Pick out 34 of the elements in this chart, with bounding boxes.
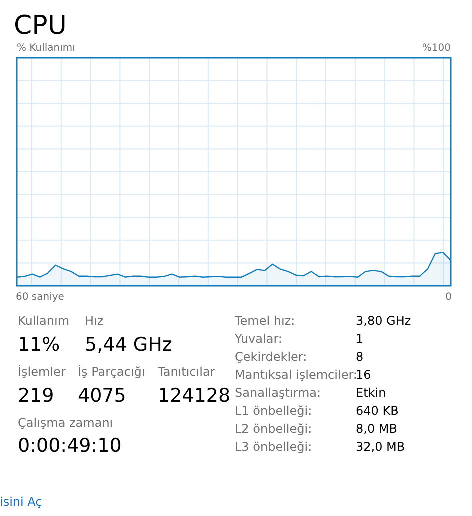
text: L1 önbelleği: — [235, 404, 312, 418]
text: L3 önbelleği: — [235, 440, 312, 454]
text: % Kullanımı — [17, 43, 76, 54]
text: 1 — [356, 332, 364, 346]
chart-title: CPU — [14, 11, 67, 41]
text: Kullanım — [18, 314, 70, 328]
text: 11% — [18, 334, 60, 356]
text: 16 — [356, 368, 372, 382]
text: Temel hız: — [234, 314, 296, 328]
text: Tanıtıcılar — [157, 365, 216, 379]
text: 3,80 GHz — [356, 314, 412, 328]
text: Çekirdekler: — [235, 350, 308, 364]
text: Yuvalar: — [234, 332, 282, 346]
text: Mantıksal işlemciler: — [235, 368, 358, 382]
text: 60 saniye — [16, 292, 64, 303]
text: L2 önbelleği: — [235, 422, 312, 436]
text: 32,0 MB — [356, 440, 406, 454]
text: 124128 — [158, 385, 231, 407]
text: Hız — [85, 314, 104, 328]
text: isini Aç — [0, 495, 42, 509]
text: İş Parçacığı — [78, 365, 146, 379]
text: 5,44 GHz — [85, 334, 172, 356]
text: 219 — [18, 385, 54, 407]
text: Etkin — [356, 386, 386, 400]
text: Çalışma zamanı — [18, 416, 114, 430]
text: Sanallaştırma: — [235, 386, 322, 400]
text: 0:00:49:10 — [18, 435, 122, 457]
text: 640 KB — [356, 404, 399, 418]
text: %100 — [422, 43, 451, 54]
text: İşlemler — [18, 365, 66, 379]
text: 8 — [356, 350, 364, 364]
text: 4075 — [78, 385, 126, 407]
text: 0 — [446, 292, 452, 303]
text: 8,0 MB — [356, 422, 398, 436]
